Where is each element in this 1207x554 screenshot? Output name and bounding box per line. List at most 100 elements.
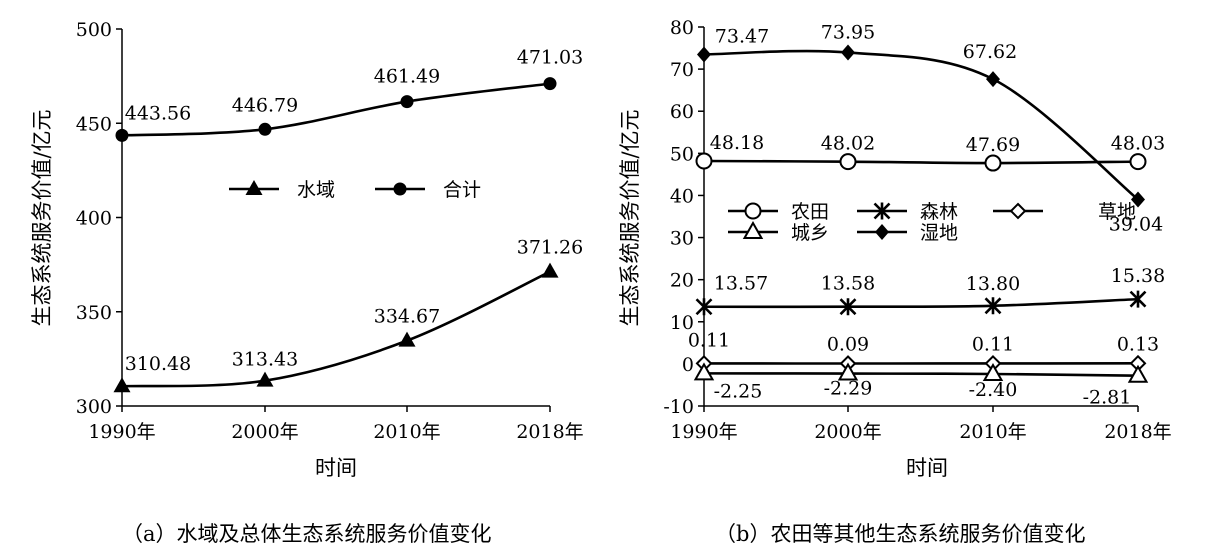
data-label: 0.11 — [972, 333, 1014, 355]
x-tick-label: 2000年 — [814, 421, 881, 443]
legend-marker — [393, 182, 407, 196]
legend-label: 农田 — [791, 201, 829, 223]
legend-item: 农田 — [728, 201, 829, 223]
data-label: 48.02 — [821, 133, 875, 155]
legend-item: 城乡 — [728, 220, 829, 244]
data-label: 48.03 — [1111, 133, 1165, 155]
data-point — [697, 46, 711, 63]
x-tick-label: 2010年 — [959, 421, 1026, 443]
data-point — [984, 297, 1002, 315]
y-tick-label: 10 — [670, 312, 694, 334]
legend-item: 草地 — [993, 201, 1136, 223]
data-label: 0.09 — [827, 334, 869, 356]
y-tick-label: 60 — [670, 101, 694, 123]
series-农田: 48.18 48.02 47.69 48.03 — [695, 132, 1165, 172]
data-point — [256, 371, 274, 387]
y-tick-label: 50 — [670, 143, 694, 165]
data-label: 0.11 — [688, 329, 730, 351]
data-label: -2.81 — [1083, 387, 1132, 409]
series-森林: 13.57 13.58 13.80 15.38 — [695, 265, 1165, 316]
legend-marker — [245, 180, 263, 195]
data-point — [1127, 364, 1149, 383]
legend-marker — [875, 224, 889, 240]
legend-marker — [744, 202, 762, 220]
data-point — [113, 377, 131, 393]
data-point — [543, 77, 557, 91]
data-label: 446.79 — [232, 94, 298, 116]
legend-item: 湿地 — [857, 222, 958, 244]
data-point — [1129, 290, 1147, 308]
data-point — [986, 71, 1000, 88]
y-tick-label: 400 — [76, 208, 112, 230]
y-tick-label: 70 — [670, 59, 694, 81]
series-line — [121, 270, 551, 388]
legend-label: 草地 — [1098, 201, 1136, 223]
series-水域: 310.48 313.43 334.67 371.26 — [113, 237, 583, 393]
caption-a: （a）水域及总体生态系统服务价值变化 — [122, 522, 492, 546]
y-axis-label: 生态系统服务价值/亿元 — [30, 109, 54, 326]
y-tick-label: 20 — [670, 270, 694, 292]
legend-item: 水域 — [229, 179, 335, 201]
data-label: 13.58 — [821, 273, 875, 295]
x-tick-label: 2000年 — [231, 421, 298, 443]
data-point — [400, 95, 414, 109]
legend-item: 森林 — [857, 201, 958, 223]
y-axis-label: 生态系统服务价值/亿元 — [618, 109, 642, 326]
data-label: 13.80 — [966, 273, 1020, 295]
data-point — [841, 44, 855, 61]
data-label: 471.03 — [517, 47, 583, 69]
caption-b: （b）农田等其他生态系统服务价值变化 — [715, 522, 1086, 546]
x-tick-label: 1990年 — [88, 421, 155, 443]
legend-marker — [873, 202, 891, 220]
series-城乡: -2.25 -2.29 -2.40 -2.81 — [693, 362, 1149, 409]
legend-label: 森林 — [920, 201, 958, 223]
series-line — [703, 297, 1139, 309]
y-tick-label: 300 — [76, 396, 112, 418]
legend-item: 合计 — [375, 179, 481, 201]
legend-label: 湿地 — [920, 222, 958, 244]
data-label: 443.56 — [125, 102, 191, 124]
legend-marker — [1009, 202, 1027, 220]
series-line — [703, 49, 1139, 201]
data-label: 313.43 — [232, 349, 298, 371]
data-label: 67.62 — [963, 41, 1017, 63]
chart-b: -10 0 10 20 30 40 50 60 70 80 1990年 2000年 2010年 2018年… — [618, 17, 1172, 480]
y-tick-label: 350 — [76, 302, 112, 324]
x-tick-label: 2010年 — [373, 421, 440, 443]
data-label: 13.57 — [714, 273, 768, 295]
data-point — [398, 331, 416, 347]
data-label: 0.13 — [1117, 333, 1159, 355]
y-tick-label: 30 — [670, 228, 694, 250]
x-tick-label: 1990年 — [670, 421, 737, 443]
y-tick-label: -10 — [663, 396, 694, 418]
y-tick-label: 80 — [670, 17, 694, 39]
data-label: 371.26 — [517, 237, 583, 259]
series-line — [703, 372, 1139, 378]
data-point — [1131, 191, 1145, 208]
series-line — [703, 159, 1139, 165]
y-tick-label: 500 — [76, 19, 112, 41]
series-湿地: 73.47 73.95 67.62 39.04 — [697, 21, 1163, 235]
legend-label: 城乡 — [791, 222, 829, 244]
data-label: 73.47 — [715, 25, 769, 47]
data-point — [984, 154, 1002, 172]
data-point — [695, 298, 713, 316]
series-草地: 0.11 0.09 0.11 0.13 — [688, 329, 1159, 372]
data-label: -2.25 — [714, 380, 763, 402]
legend-label: 水域 — [297, 179, 335, 201]
x-tick-label: 2018年 — [1104, 421, 1171, 443]
y-tick-label: 0 — [682, 354, 694, 376]
data-point — [839, 298, 857, 316]
x-tick-label: 2018年 — [516, 421, 583, 443]
data-point — [982, 362, 1004, 381]
data-label: -2.40 — [969, 379, 1018, 401]
data-point — [837, 362, 859, 381]
data-label: 48.18 — [710, 132, 764, 154]
legend-label: 合计 — [443, 179, 481, 201]
data-label: 39.04 — [1109, 213, 1163, 235]
data-point — [695, 152, 713, 170]
data-point — [541, 262, 559, 278]
x-axis-label: 时间 — [315, 456, 357, 480]
